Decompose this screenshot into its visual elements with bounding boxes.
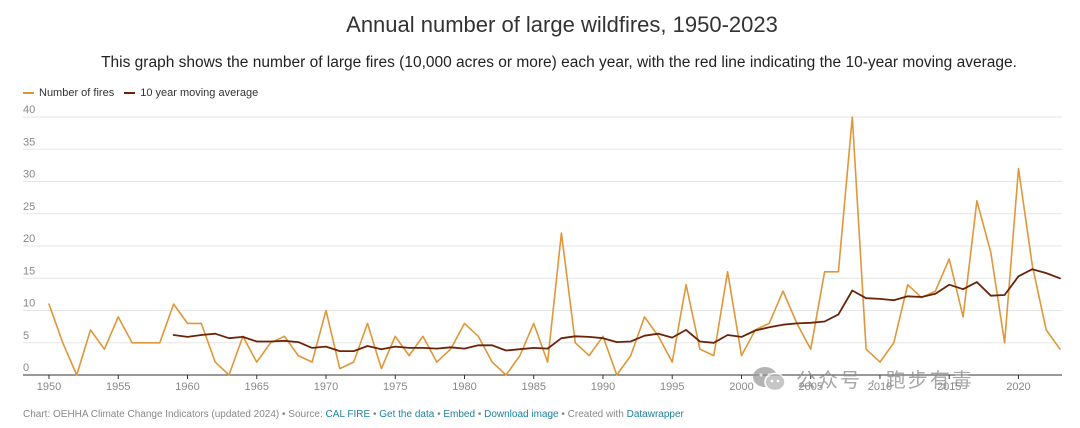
get-data-link[interactable]: Get the data (379, 409, 435, 420)
x-tick-label: 2020 (1006, 381, 1030, 393)
y-tick-label: 15 (23, 265, 35, 277)
chart-footer: Chart: OEHHA Climate Change Indicators (… (23, 409, 684, 420)
watermark-text: 公众号 · 跑步有毒 (796, 370, 974, 392)
embed-link[interactable]: Embed (443, 409, 476, 420)
footer-sep: • (475, 409, 485, 420)
x-tick-label: 2005 (798, 381, 822, 393)
y-tick-label: 30 (23, 169, 35, 181)
y-tick-label: 25 (23, 201, 35, 213)
source-link[interactable]: CAL FIRE (325, 409, 371, 420)
x-tick-label: 1995 (660, 381, 684, 393)
legend-item-fires: Number of fires (23, 87, 114, 99)
x-tick-label: 1985 (521, 381, 545, 393)
y-tick-label: 20 (23, 233, 35, 245)
x-tick-label: 1970 (314, 381, 338, 393)
x-tick-label: 1965 (244, 381, 268, 393)
y-tick-label: 0 (23, 362, 29, 374)
legend-swatch-fires (23, 92, 34, 94)
footer-created: • Created with (558, 409, 627, 420)
download-image-link[interactable]: Download image (484, 409, 559, 420)
y-tick-label: 10 (23, 298, 35, 310)
footer-sep: • (370, 409, 380, 420)
axis-layer: 0 5 10 15 20 25 30 35 40 1950 1955 1960 1965 1970 1975… (23, 104, 1062, 393)
grid-layer (23, 116, 1062, 344)
legend-label-fires: Number of fires (39, 87, 115, 99)
chart-legend: Number of fires 10 year moving average (23, 87, 268, 99)
chart-title: Annual number of large wildfires, 1950-2… (346, 12, 778, 37)
legend-item-average: 10 year moving average (124, 87, 258, 99)
legend-swatch-average (124, 92, 136, 94)
line-chart: 0 5 10 15 20 25 30 35 40 1950 1955 1960 1965 1970 1975… (23, 104, 1062, 393)
y-tick-label: 40 (23, 104, 35, 116)
x-tick-label: 1950 (37, 381, 61, 393)
x-tick-label: 2010 (868, 381, 892, 393)
footer-sep: • (434, 409, 444, 420)
average-series-line (172, 268, 1061, 353)
x-tick-label: 2015 (937, 381, 961, 393)
wechat-icon (753, 366, 786, 391)
x-tick-label: 1980 (452, 381, 476, 393)
fires-series-line (48, 116, 1061, 376)
footer-credit: Chart: OEHHA Climate Change Indicators (… (23, 409, 326, 420)
datawrapper-link[interactable]: Datawrapper (626, 409, 684, 420)
x-tick-label: 1955 (106, 381, 130, 393)
series-layer (48, 116, 1061, 376)
legend-label-average: 10 year moving average (140, 87, 259, 99)
y-tick-label: 5 (23, 330, 29, 342)
x-tick-label: 1990 (591, 381, 615, 393)
watermark: 公众号 · 跑步有毒 (752, 364, 974, 393)
x-tick-label: 1960 (175, 381, 199, 393)
x-tick-label: 2000 (729, 381, 753, 393)
chart-subtitle: This graph shows the number of large fir… (101, 54, 1017, 71)
x-tick-label: 1975 (383, 381, 407, 393)
y-tick-label: 35 (23, 136, 35, 148)
